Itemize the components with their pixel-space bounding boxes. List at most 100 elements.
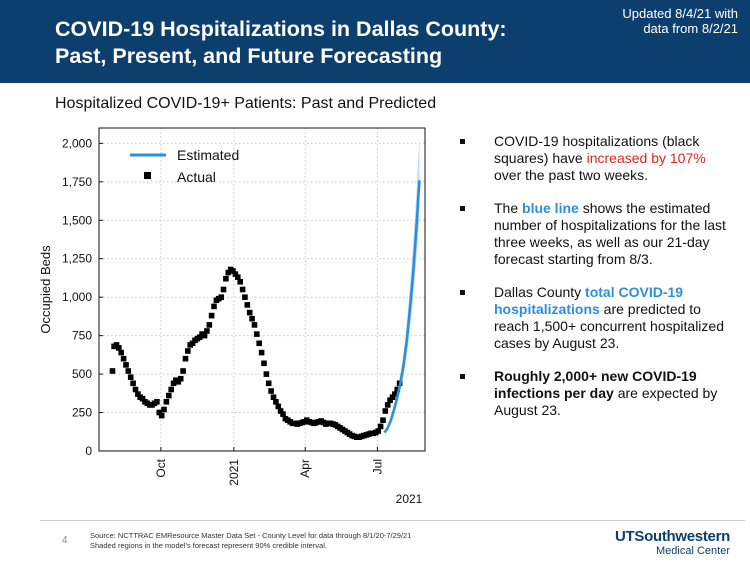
- y-tick-label: 0: [85, 444, 92, 458]
- actual-point: [246, 309, 253, 316]
- legend-estimated-label: Estimated: [177, 147, 239, 163]
- actual-point: [258, 349, 265, 356]
- actual-point: [225, 269, 232, 276]
- y-tick-label: 1,500: [62, 213, 92, 227]
- chart-title: Hospitalized COVID-19+ Patients: Past an…: [55, 95, 437, 112]
- bullet-item-forecast: Dallas County total COVID-19 hospitaliza…: [458, 284, 733, 352]
- legend-actual-swatch: [144, 172, 151, 179]
- page-number: 4: [62, 535, 68, 546]
- actual-point: [130, 380, 136, 387]
- bullet-1-post: over the past two weeks.: [494, 167, 649, 183]
- actual-point: [387, 397, 393, 403]
- actual-point: [127, 374, 134, 380]
- actual-point: [211, 303, 217, 310]
- actual-point: [158, 412, 165, 419]
- bullet-marker: [460, 374, 465, 379]
- bullet-3-pre: Dallas County: [494, 284, 586, 300]
- y-axis-label: Occupied Beds: [38, 245, 53, 334]
- actual-point: [132, 386, 139, 393]
- actual-point: [116, 345, 122, 351]
- bullet-1-highlight: increased by 107%: [586, 150, 706, 166]
- actual-point: [380, 417, 386, 423]
- page-title-line2: Past, Present, and Future Forecasting: [55, 44, 443, 68]
- updated-note-line1: Updated 8/4/21 with: [622, 6, 738, 21]
- actual-point: [254, 331, 260, 337]
- bullet-3-highlight: total COVID-19 hospitalizations: [494, 284, 684, 317]
- actual-point: [109, 368, 116, 374]
- actual-point: [232, 271, 239, 277]
- page-title: COVID-19 Hospitalizations in Dallas Coun…: [55, 16, 507, 70]
- actual-point: [177, 375, 184, 382]
- actual-point: [230, 268, 236, 274]
- estimated-interval-band: [384, 137, 420, 435]
- bullet-1-pre: COVID-19 hospitalizations (black squares…: [494, 133, 700, 166]
- bullet-list: COVID-19 hospitalizations (black squares…: [458, 133, 733, 419]
- actual-point: [242, 294, 248, 300]
- actual-point: [261, 360, 267, 367]
- actual-point: [120, 355, 127, 362]
- x-tick-label: Apr: [298, 459, 312, 478]
- footer-divider: [40, 520, 745, 521]
- actual-point: [382, 408, 389, 414]
- page-title-line1: COVID-19 Hospitalizations in Dallas Coun…: [55, 17, 507, 41]
- updated-note: Updated 8/4/21 with data from 8/2/21: [622, 6, 738, 36]
- bullet-marker: [460, 206, 465, 211]
- y-tick-label: 1,000: [62, 290, 92, 304]
- updated-note-line2: data from 8/2/21: [643, 21, 738, 36]
- actual-point: [208, 312, 215, 319]
- actual-point: [166, 392, 172, 399]
- actual-point: [223, 275, 229, 282]
- actual-point: [251, 322, 258, 328]
- utsw-logo: UTSouthwestern Medical Center: [615, 528, 730, 557]
- source-line1: Source: NCTTRAC EMResource Master Data S…: [90, 531, 412, 540]
- header-banner: COVID-19 Hospitalizations in Dallas Coun…: [0, 0, 750, 83]
- actual-point: [249, 315, 255, 322]
- actual-point: [182, 355, 189, 362]
- actual-point: [392, 391, 398, 397]
- actual-point: [375, 428, 381, 434]
- actual-point: [113, 342, 120, 348]
- bullet-2-pre: The: [494, 200, 523, 216]
- bullet-item-blue-line: The blue line shows the estimated number…: [458, 200, 733, 268]
- bullet-marker: [460, 139, 465, 144]
- actual-point: [163, 399, 170, 405]
- y-tick-label: 250: [72, 406, 92, 420]
- bullet-marker: [460, 290, 465, 295]
- y-tick-label: 500: [72, 367, 92, 381]
- actual-point: [273, 399, 279, 405]
- y-tick-label: 1,250: [62, 252, 92, 266]
- actual-point: [384, 402, 391, 408]
- x-tick-label: Jul: [370, 459, 384, 474]
- source-line2: Shaded regions in the model's forecast r…: [90, 541, 327, 550]
- actual-point: [201, 332, 208, 339]
- bullet-item-infections: Roughly 2,000+ new COVID-19 infections p…: [458, 368, 733, 419]
- y-tick-label: 2,000: [62, 136, 92, 150]
- source-note: Source: NCTTRAC EMResource Master Data S…: [90, 531, 411, 551]
- actual-point: [265, 380, 272, 387]
- actual-point: [270, 394, 277, 400]
- bullet-2-highlight: blue line: [522, 200, 579, 216]
- actual-point: [256, 340, 262, 347]
- x-tick-label: Oct: [154, 458, 168, 477]
- actual-point: [154, 399, 160, 405]
- actual-point: [125, 368, 132, 374]
- legend-actual-label: Actual: [177, 169, 216, 185]
- actual-point: [377, 423, 384, 430]
- actual-point: [168, 386, 174, 393]
- actual-point: [139, 395, 146, 402]
- actual-point: [275, 403, 282, 410]
- actual-point: [170, 380, 177, 387]
- y-tick-label: 750: [72, 329, 92, 343]
- actual-point: [277, 408, 284, 414]
- actual-point: [237, 279, 243, 285]
- plot-frame: [98, 127, 426, 452]
- estimated-line: [383, 180, 421, 434]
- actual-point: [196, 334, 203, 340]
- bullet-4-post: are expected by August 23.: [494, 385, 718, 418]
- actual-point: [239, 286, 246, 293]
- actual-point: [123, 362, 129, 368]
- bullet-2-post: shows the estimated number of hospitaliz…: [494, 200, 726, 267]
- actual-point: [235, 274, 241, 280]
- bullet-3-post: are predicted to reach 1,500+ concurrent…: [494, 301, 724, 351]
